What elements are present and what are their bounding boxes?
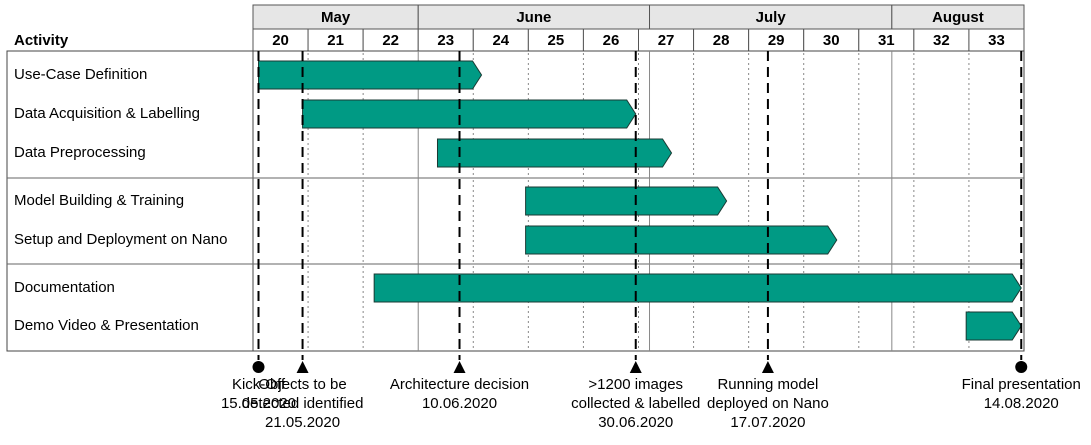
milestone-circle-marker [1015, 361, 1028, 373]
task-bar [525, 186, 728, 216]
week-label: 20 [272, 32, 289, 49]
task-bar [373, 273, 1022, 303]
week-label: 29 [768, 32, 785, 49]
month-label: August [932, 9, 984, 26]
task-label: Demo Video & Presentation [14, 317, 199, 334]
milestone-circle-marker [252, 361, 265, 373]
milestone-label: collected & labelled [571, 395, 700, 412]
task-label: Data Acquisition & Labelling [14, 105, 200, 122]
task-label: Documentation [14, 279, 115, 296]
milestone-label: 10.06.2020 [422, 395, 497, 412]
month-label: June [516, 9, 551, 26]
milestone-label: detected identified [242, 395, 364, 412]
milestone-label: Architecture decision [390, 376, 529, 393]
table-frame [6, 50, 1025, 352]
milestone-label: deployed on Nano [707, 395, 829, 412]
month-cell [252, 4, 419, 30]
milestone-label: Objects to be [258, 376, 346, 393]
task-label: Use-Case Definition [14, 66, 147, 83]
week-label: 22 [382, 32, 399, 49]
task-label: Setup and Deployment on Nano [14, 231, 227, 248]
activity-header: Activity [14, 32, 69, 49]
milestone-label: Kick-Off [232, 376, 286, 393]
week-label: 24 [492, 32, 509, 49]
week-label: 25 [548, 32, 565, 49]
week-label: 26 [603, 32, 620, 49]
week-label: 27 [658, 32, 675, 49]
task-bar [258, 60, 483, 90]
week-label: 32 [933, 32, 950, 49]
month-cell [891, 4, 1025, 30]
milestone-label: 14.08.2020 [984, 395, 1059, 412]
milestone-label: 30.06.2020 [598, 414, 673, 431]
milestone-triangle-marker [296, 361, 309, 373]
task-bar [436, 138, 673, 168]
week-label: 31 [878, 32, 895, 49]
month-cell [417, 4, 651, 30]
week-label: 33 [988, 32, 1005, 49]
milestone-triangle-marker [453, 361, 466, 373]
milestone-label: 15.05.2020 [221, 395, 296, 412]
milestone-triangle-marker [629, 361, 642, 373]
milestone-triangle-marker [761, 361, 774, 373]
task-bar [525, 225, 838, 255]
month-label: May [321, 9, 351, 26]
task-bar [302, 99, 637, 129]
month-label: July [756, 9, 787, 26]
week-label: 21 [327, 32, 344, 49]
milestone-label: Final presentation [962, 376, 1081, 393]
week-label: 28 [713, 32, 730, 49]
week-label: 23 [437, 32, 454, 49]
milestone-label: Running model [717, 376, 818, 393]
milestone-label: >1200 images [588, 376, 683, 393]
task-bar [965, 311, 1022, 341]
task-label: Data Preprocessing [14, 144, 146, 161]
milestone-label: 17.07.2020 [730, 414, 805, 431]
milestone-label: 21.05.2020 [265, 414, 340, 431]
task-label: Model Building & Training [14, 192, 184, 209]
week-label: 30 [823, 32, 840, 49]
